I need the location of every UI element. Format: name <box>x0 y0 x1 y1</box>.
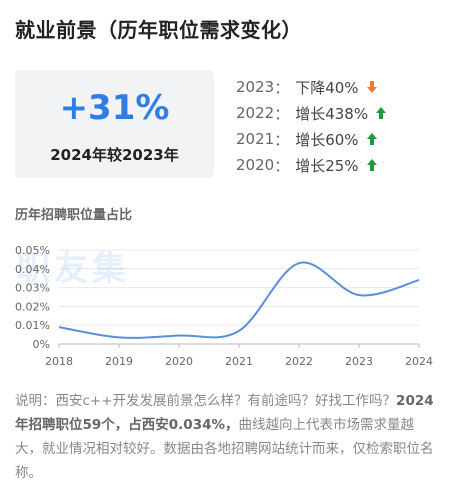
x-tick-label: 2021 <box>225 355 253 368</box>
change-value: 下降40% <box>295 78 359 97</box>
separator: ： <box>274 156 290 175</box>
yearly-change-row: 2023： 下降40% <box>236 74 388 100</box>
year-label: 2020 <box>236 156 275 174</box>
x-tick-label: 2022 <box>285 355 313 368</box>
arrow-down-icon <box>366 81 377 93</box>
x-tick-label: 2023 <box>345 355 373 368</box>
yearly-change-row: 2020： 增长25% <box>236 152 388 178</box>
description-text-continued: 曲线越向上代表市场需求量越大，就业情况相对较好。数据由各地招聘网站统计而来，仅检… <box>15 417 434 481</box>
change-value: 增长60% <box>295 130 359 149</box>
arrow-up-icon <box>376 107 387 119</box>
y-tick-label: 0.03% <box>15 282 50 295</box>
y-tick-label: 0.01% <box>15 319 50 332</box>
series-line <box>58 261 420 339</box>
trend-line-chart: 职友集 0% 0.01% 0.02% 0.03% 0.04% 0.05% 2018 2019 2… <box>15 244 433 368</box>
y-tick-label: 0.04% <box>15 263 50 276</box>
separator: ： <box>274 130 290 149</box>
yearly-change-row: 2021： 增长60% <box>236 126 388 152</box>
y-tick-label: 0.02% <box>15 300 50 313</box>
change-value: 增长25% <box>295 156 359 175</box>
change-percentage: +31% <box>59 88 170 128</box>
description: 说明：西安c++开发发展前景怎么样？有前途吗？好找工作吗？2024年招聘职位59… <box>15 389 440 485</box>
description-text: 说明：西安c++开发发展前景怎么样？有前途吗？好找工作吗？ <box>15 393 397 409</box>
page-title: 就业前景（历年职位需求变化） <box>15 18 302 42</box>
y-tick-label: 0.05% <box>15 244 50 257</box>
x-tick-label: 2019 <box>105 355 133 368</box>
summary-card: +31% 2024年较2023年 <box>15 70 214 178</box>
separator: ： <box>274 78 290 97</box>
arrow-up-icon <box>366 159 377 171</box>
arrow-up-icon <box>366 133 377 145</box>
year-label: 2023 <box>236 78 275 96</box>
x-tick-label: 2020 <box>165 355 193 368</box>
y-tick-label: 0% <box>33 338 50 351</box>
yearly-change-row: 2022： 增长438% <box>236 100 388 126</box>
yearly-change-list: 2023： 下降40% 2022： 增长438% 2021： 增长60% 202… <box>236 74 388 178</box>
year-label: 2021 <box>236 130 275 148</box>
x-tick-label: 2018 <box>45 355 73 368</box>
watermark-text: 职友集 <box>16 249 130 289</box>
description-highlight: 2024年招聘职位59个，占西安0.034%， <box>15 393 434 433</box>
year-label: 2022 <box>236 104 275 122</box>
chart-title: 历年招聘职位量占比 <box>15 208 133 223</box>
separator: ： <box>274 104 290 123</box>
x-tick-label: 2024 <box>405 355 433 368</box>
comparison-label: 2024年较2023年 <box>50 146 179 164</box>
change-value: 增长438% <box>295 104 369 123</box>
